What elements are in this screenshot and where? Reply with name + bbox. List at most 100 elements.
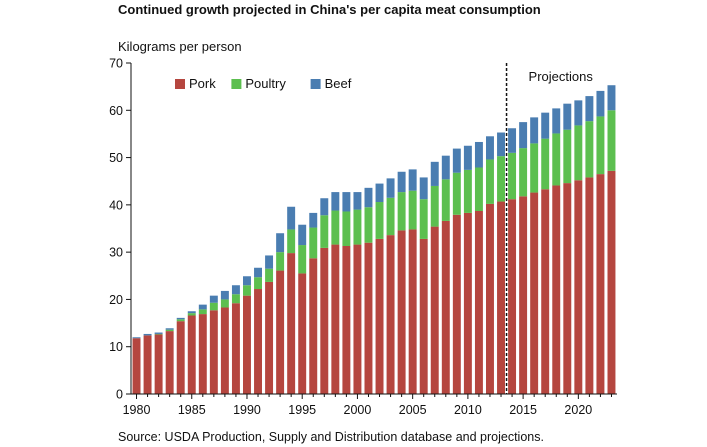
- bar-poultry-2015: [519, 148, 528, 197]
- bar-poultry-1987: [209, 302, 218, 311]
- bar-poultry-2011: [474, 167, 483, 211]
- x-tick-label-2010: 2010: [454, 403, 482, 417]
- bars-layer: [132, 85, 616, 394]
- bar-beef-2015: [519, 122, 528, 149]
- bar-beef-2013: [497, 132, 505, 157]
- bar-pork-1988: [220, 307, 229, 394]
- bar-poultry-1995: [298, 245, 307, 274]
- bar-pork-1992: [265, 281, 274, 394]
- bar-beef-1998: [331, 192, 340, 211]
- bar-pork-2007: [430, 226, 439, 394]
- bar-pork-1986: [198, 314, 207, 394]
- x-tick-label-2000: 2000: [344, 403, 372, 417]
- bar-poultry-1994: [287, 229, 296, 254]
- bar-beef-1995: [298, 224, 307, 246]
- x-tick-label-2015: 2015: [509, 403, 537, 417]
- bar-beef-2021: [585, 96, 594, 122]
- bar-beef-2014: [508, 128, 517, 153]
- bar-poultry-2000: [353, 209, 362, 245]
- bar-poultry-2008: [441, 179, 450, 221]
- bar-pork-2012: [486, 203, 494, 394]
- bar-beef-1994: [287, 206, 296, 230]
- x-tick-label-1995: 1995: [288, 403, 316, 417]
- bar-beef-2018: [552, 108, 561, 134]
- bar-poultry-2009: [452, 172, 461, 215]
- bar-pork-2023: [607, 170, 616, 394]
- bar-poultry-1999: [342, 211, 351, 246]
- bar-beef-2009: [452, 148, 461, 173]
- bar-poultry-1993: [276, 252, 285, 271]
- bar-poultry-2017: [541, 138, 550, 190]
- bar-pork-1997: [320, 247, 329, 394]
- x-tick-label-1990: 1990: [233, 403, 261, 417]
- bar-pork-1984: [176, 321, 185, 394]
- bar-pork-2017: [541, 189, 550, 394]
- bar-beef-1983: [165, 328, 174, 330]
- bar-beef-1980: [132, 337, 141, 339]
- bar-poultry-1989: [231, 294, 240, 304]
- y-tick-label-0: 0: [116, 388, 123, 402]
- bar-poultry-2002: [375, 202, 384, 239]
- bar-beef-1999: [342, 192, 351, 212]
- bar-beef-1987: [209, 295, 218, 303]
- bar-pork-2000: [353, 244, 362, 394]
- bar-pork-2001: [364, 242, 373, 394]
- bar-pork-1985: [187, 315, 196, 394]
- y-tick-label-50: 50: [109, 151, 123, 165]
- bar-beef-2023: [607, 85, 616, 111]
- legend-label-beef: Beef: [325, 76, 352, 91]
- bar-pork-2005: [408, 229, 417, 394]
- x-tick-label-1980: 1980: [123, 403, 151, 417]
- bar-beef-1982: [154, 332, 163, 334]
- bar-beef-2002: [375, 183, 384, 203]
- bar-pork-2002: [375, 238, 384, 394]
- bar-poultry-2022: [596, 116, 605, 175]
- bar-pork-2004: [397, 230, 406, 394]
- bar-pork-1998: [331, 244, 340, 394]
- bar-beef-2016: [530, 117, 539, 144]
- legend: Pork Poultry Beef: [175, 76, 352, 91]
- bar-poultry-2013: [497, 156, 505, 202]
- bar-poultry-2003: [386, 197, 395, 236]
- bar-beef-1990: [243, 276, 251, 286]
- bar-poultry-2012: [486, 159, 494, 204]
- bar-poultry-2023: [607, 110, 616, 171]
- y-tick-label-30: 30: [109, 246, 123, 260]
- bar-pork-1995: [298, 273, 307, 394]
- axes-layer: 0 10 20 30 40 50 60 70 1980 1985 1990 1995 2000 2005 2…: [109, 57, 617, 417]
- bar-pork-2011: [474, 211, 483, 394]
- bar-beef-2017: [541, 112, 550, 139]
- bar-pork-2018: [552, 185, 561, 394]
- bar-beef-2001: [364, 187, 373, 208]
- bar-poultry-1988: [220, 299, 229, 308]
- bar-poultry-1997: [320, 215, 329, 248]
- y-tick-label-10: 10: [109, 340, 123, 354]
- bar-pork-2021: [585, 177, 594, 394]
- bar-pork-1983: [165, 331, 174, 394]
- legend-label-poultry: Poultry: [245, 76, 286, 91]
- bar-beef-1988: [220, 290, 229, 300]
- annotation-layer: Projections: [505, 63, 593, 394]
- bar-beef-2008: [441, 155, 450, 180]
- bar-poultry-2020: [574, 125, 583, 181]
- bar-beef-1996: [309, 212, 318, 228]
- bar-poultry-1992: [265, 268, 274, 282]
- bar-poultry-1998: [331, 210, 340, 245]
- bar-pork-1994: [287, 253, 296, 394]
- bar-poultry-2007: [430, 185, 439, 227]
- bar-poultry-1991: [254, 277, 262, 290]
- bar-beef-2012: [486, 136, 494, 160]
- source-note: Source: USDA Production, Supply and Dist…: [118, 430, 544, 444]
- bar-pork-2003: [386, 235, 395, 394]
- bar-beef-2022: [596, 90, 605, 117]
- bar-pork-2019: [563, 183, 572, 394]
- bar-poultry-1996: [309, 227, 318, 259]
- y-axis-label: Kilograms per person: [118, 39, 242, 54]
- bar-pork-2010: [463, 212, 472, 394]
- bar-pork-2014: [508, 199, 517, 394]
- bar-poultry-2019: [563, 129, 572, 184]
- bar-pork-1999: [342, 246, 351, 394]
- bar-beef-1985: [187, 311, 196, 314]
- bar-beef-1997: [320, 198, 329, 216]
